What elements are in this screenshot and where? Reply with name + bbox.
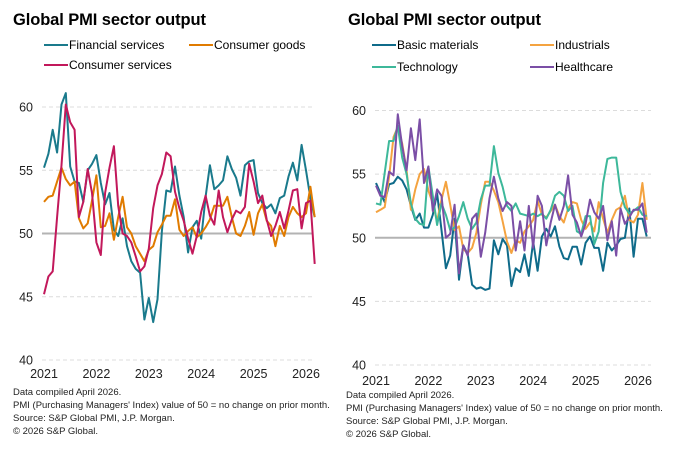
chart-title: Global PMI sector output bbox=[348, 11, 541, 29]
x-tick-label: 2026 bbox=[292, 367, 320, 381]
x-tick-label: 2024 bbox=[187, 367, 215, 381]
legend-swatch-icon bbox=[372, 65, 396, 69]
note-line: © 2026 S&P Global. bbox=[346, 429, 431, 440]
y-tick-label: 55 bbox=[352, 168, 366, 182]
legend-swatch-icon bbox=[530, 43, 554, 47]
line-chart-left: 40 45 50 55 60 2021 2022 2023 2024 2025 2026 bbox=[19, 92, 320, 381]
legend-label: Technology bbox=[397, 60, 458, 74]
x-tick-label: 2025 bbox=[572, 374, 600, 388]
series-line-basic-materials bbox=[375, 175, 648, 291]
y-tick-label: 45 bbox=[352, 295, 366, 309]
legend-item-basic-materials: Basic materials bbox=[372, 38, 478, 52]
legend-item-healthcare: Healthcare bbox=[530, 60, 613, 74]
legend-swatch-icon bbox=[530, 65, 554, 69]
x-tick-label: 2021 bbox=[362, 374, 390, 388]
series-line-financial-services bbox=[43, 92, 316, 324]
legend-item-industrials: Industrials bbox=[530, 38, 610, 52]
y-tick-label: 60 bbox=[352, 104, 366, 118]
chart-notes: Data compiled April 2026. PMI (Purchasin… bbox=[13, 386, 330, 438]
x-tick-label: 2022 bbox=[82, 367, 110, 381]
series-line-healthcare bbox=[375, 113, 648, 275]
y-tick-label: 55 bbox=[19, 164, 33, 178]
y-tick-label: 40 bbox=[352, 359, 366, 373]
x-tick-label: 2022 bbox=[414, 374, 442, 388]
note-line: Data compiled April 2026. bbox=[346, 390, 455, 401]
legend-swatch-icon bbox=[189, 43, 213, 47]
note-line: PMI (Purchasing Managers' Index) value o… bbox=[346, 403, 663, 414]
y-tick-label: 40 bbox=[19, 354, 33, 368]
note-line: Data compiled April 2026. bbox=[13, 387, 122, 398]
y-tick-label: 45 bbox=[19, 290, 33, 304]
legend-swatch-icon bbox=[372, 43, 396, 47]
legend-item-technology: Technology bbox=[372, 60, 458, 74]
x-tick-label: 2023 bbox=[467, 374, 495, 388]
chart-title: Global PMI sector output bbox=[13, 11, 206, 29]
chart-notes: Data compiled April 2026. PMI (Purchasin… bbox=[346, 389, 663, 441]
x-tick-label: 2021 bbox=[30, 367, 58, 381]
line-chart-right: 40 45 50 55 60 2021 2022 2023 2024 2025 2026 bbox=[352, 104, 652, 388]
y-tick-label: 60 bbox=[19, 101, 33, 115]
legend-item-consumer-services: Consumer services bbox=[44, 58, 172, 72]
x-tick-label: 2025 bbox=[240, 367, 268, 381]
y-tick-label: 50 bbox=[352, 231, 366, 245]
legend-label: Consumer services bbox=[69, 58, 172, 72]
left-chart-panel: Global PMI sector output Financial servi… bbox=[0, 0, 346, 460]
legend-label: Basic materials bbox=[397, 38, 479, 52]
x-tick-label: 2023 bbox=[135, 367, 163, 381]
x-tick-label: 2024 bbox=[519, 374, 547, 388]
legend-item-consumer-goods: Consumer goods bbox=[189, 38, 305, 52]
note-line: Source: S&P Global PMI, J.P. Morgan. bbox=[346, 416, 508, 427]
x-tick-label: 2026 bbox=[624, 374, 652, 388]
legend-swatch-icon bbox=[44, 63, 68, 67]
note-line: PMI (Purchasing Managers' Index) value o… bbox=[13, 400, 330, 411]
note-line: © 2026 S&P Global. bbox=[13, 426, 98, 437]
legend-label: Industrials bbox=[555, 38, 610, 52]
note-line: Source: S&P Global PMI, J.P. Morgan. bbox=[13, 413, 175, 424]
legend-label: Healthcare bbox=[555, 60, 614, 74]
series-line-consumer-services bbox=[43, 103, 316, 295]
legend-label: Financial services bbox=[69, 38, 165, 52]
legend-swatch-icon bbox=[44, 43, 68, 47]
series-line-consumer-goods bbox=[43, 166, 316, 263]
legend-item-financial-services: Financial services bbox=[44, 38, 164, 52]
right-chart-panel: Global PMI sector output Basic materials… bbox=[346, 0, 693, 460]
legend-label: Consumer goods bbox=[214, 38, 306, 52]
y-tick-label: 50 bbox=[19, 227, 33, 241]
